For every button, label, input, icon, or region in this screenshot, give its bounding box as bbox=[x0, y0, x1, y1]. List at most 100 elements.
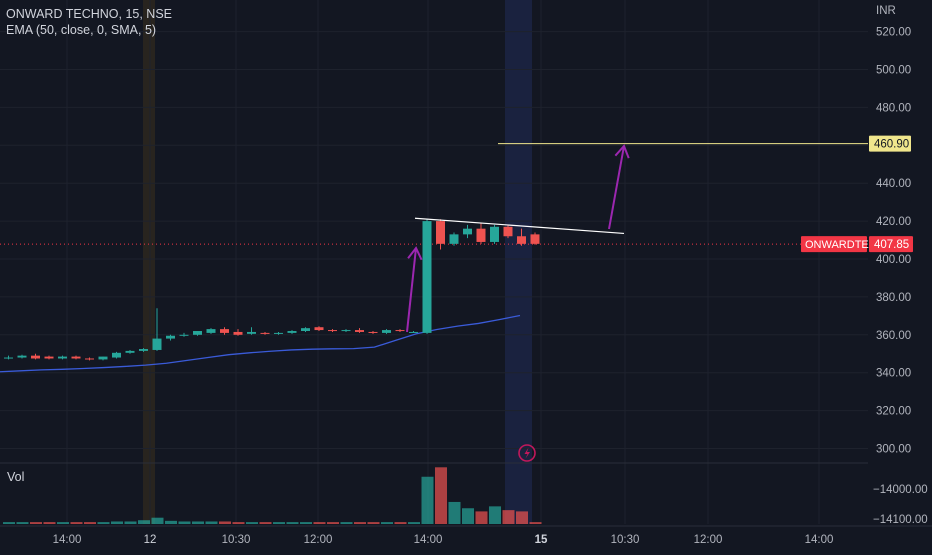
session-highlight bbox=[505, 0, 532, 524]
candle-body[interactable] bbox=[85, 358, 94, 360]
volume-bar bbox=[448, 501, 461, 524]
candle-body[interactable] bbox=[260, 332, 270, 334]
volume-bar bbox=[435, 467, 447, 524]
candle-body[interactable] bbox=[517, 236, 526, 244]
volume-bar bbox=[367, 522, 380, 524]
candle-body[interactable] bbox=[247, 331, 256, 334]
candle-body[interactable] bbox=[490, 226, 499, 242]
volume-bar bbox=[178, 521, 191, 524]
candle-body[interactable] bbox=[152, 338, 162, 350]
candle-body[interactable] bbox=[31, 355, 40, 359]
trendline[interactable] bbox=[414, 217, 625, 235]
breakout-arrow[interactable] bbox=[406, 247, 417, 333]
time-tick-label: 12:00 bbox=[694, 534, 723, 546]
volume-tick-label: −14000.00 bbox=[873, 484, 928, 496]
volume-bar bbox=[246, 522, 258, 524]
candle-body[interactable] bbox=[206, 329, 216, 333]
currency-label: INR bbox=[876, 5, 896, 17]
symbol-title[interactable]: ONWARD TECHNO, 15, NSE bbox=[6, 7, 172, 21]
candle-body[interactable] bbox=[395, 330, 405, 332]
candle-body[interactable] bbox=[17, 355, 27, 358]
candle-body[interactable] bbox=[463, 228, 472, 235]
time-tick-label: 12:00 bbox=[304, 534, 333, 546]
volume-bar bbox=[43, 522, 56, 524]
price-tick-label: 500.00 bbox=[876, 65, 911, 77]
ema-line bbox=[0, 314, 521, 373]
candle-body[interactable] bbox=[314, 327, 324, 331]
volume-bar bbox=[273, 522, 285, 524]
candle-body[interactable] bbox=[44, 356, 54, 359]
candle-body[interactable] bbox=[355, 330, 364, 332]
candle-body[interactable] bbox=[409, 331, 418, 333]
candle-body[interactable] bbox=[422, 221, 432, 333]
volume-bar bbox=[219, 521, 231, 524]
price-tick-label: 360.00 bbox=[876, 330, 911, 342]
volume-bar bbox=[313, 522, 326, 524]
candle-body[interactable] bbox=[71, 356, 81, 359]
candle-body[interactable] bbox=[341, 330, 351, 332]
volume-bar bbox=[259, 522, 272, 524]
volume-bar bbox=[340, 522, 353, 524]
volume-tick-label: −14100.00 bbox=[873, 514, 928, 526]
volume-bar bbox=[489, 506, 501, 524]
candle-body[interactable] bbox=[112, 352, 121, 358]
candle-body[interactable] bbox=[449, 234, 459, 244]
candle-body[interactable] bbox=[58, 356, 67, 359]
price-tick-label: 420.00 bbox=[876, 216, 911, 228]
candle-body[interactable] bbox=[328, 330, 337, 332]
lightning-icon[interactable] bbox=[518, 444, 536, 462]
symbol-tag[interactable] bbox=[801, 236, 867, 253]
volume-bar bbox=[408, 522, 420, 524]
price-tick-label: 400.00 bbox=[876, 254, 911, 266]
candle-body[interactable] bbox=[476, 228, 486, 242]
candle-body[interactable] bbox=[530, 234, 540, 244]
candle-body[interactable] bbox=[166, 335, 175, 339]
indicator-label[interactable]: EMA (50, close, 0, SMA, 5) bbox=[6, 23, 157, 37]
candle-body[interactable] bbox=[503, 226, 513, 237]
candle-body[interactable] bbox=[4, 357, 13, 359]
candle-body[interactable] bbox=[233, 331, 243, 335]
candle-body[interactable] bbox=[98, 356, 108, 360]
volume-bar bbox=[286, 522, 299, 524]
target-price-tag[interactable] bbox=[869, 135, 911, 152]
price-tick-label: 520.00 bbox=[876, 27, 911, 39]
price-tick-label: 440.00 bbox=[876, 178, 911, 190]
volume-bar bbox=[205, 521, 218, 524]
price-tick-label: 480.00 bbox=[876, 102, 911, 114]
candle-body[interactable] bbox=[193, 331, 202, 335]
candle-body[interactable] bbox=[287, 331, 297, 333]
time-tick-label: 12 bbox=[144, 534, 157, 546]
volume-pane-label[interactable]: Vol bbox=[7, 470, 25, 484]
candle-body[interactable] bbox=[382, 330, 391, 333]
volume-bar bbox=[529, 522, 542, 524]
candle-body[interactable] bbox=[301, 328, 310, 332]
last-price-tag[interactable] bbox=[869, 236, 913, 253]
candle-body[interactable] bbox=[220, 329, 229, 333]
candle-body[interactable] bbox=[125, 350, 135, 353]
time-tick-label: 15 bbox=[535, 534, 548, 546]
candle-body[interactable] bbox=[436, 221, 445, 244]
candle-body[interactable] bbox=[179, 334, 189, 336]
target-arrow[interactable] bbox=[608, 145, 625, 230]
last-price-label: 407.85 bbox=[874, 239, 909, 251]
volume-bar bbox=[16, 522, 29, 524]
session-highlight bbox=[143, 0, 155, 524]
volume-bar bbox=[354, 522, 366, 524]
lightning-icon-glyph bbox=[524, 447, 530, 459]
volume-bar bbox=[394, 522, 407, 524]
volume-bar bbox=[30, 522, 42, 524]
chart-legend: ONWARD TECHNO, 15, NSE EMA (50, close, 0… bbox=[6, 6, 172, 38]
volume-bar bbox=[124, 521, 137, 524]
candle-body[interactable] bbox=[139, 349, 148, 351]
candle-body[interactable] bbox=[368, 331, 378, 333]
volume-bar bbox=[502, 510, 515, 524]
candle-body[interactable] bbox=[274, 332, 283, 334]
volume-bar bbox=[97, 522, 110, 524]
time-tick-label: 14:00 bbox=[805, 534, 834, 546]
volume-bar bbox=[516, 511, 528, 524]
price-tick-label: 380.00 bbox=[876, 292, 911, 304]
volume-bar bbox=[232, 522, 245, 524]
time-tick-label: 14:00 bbox=[53, 534, 82, 546]
